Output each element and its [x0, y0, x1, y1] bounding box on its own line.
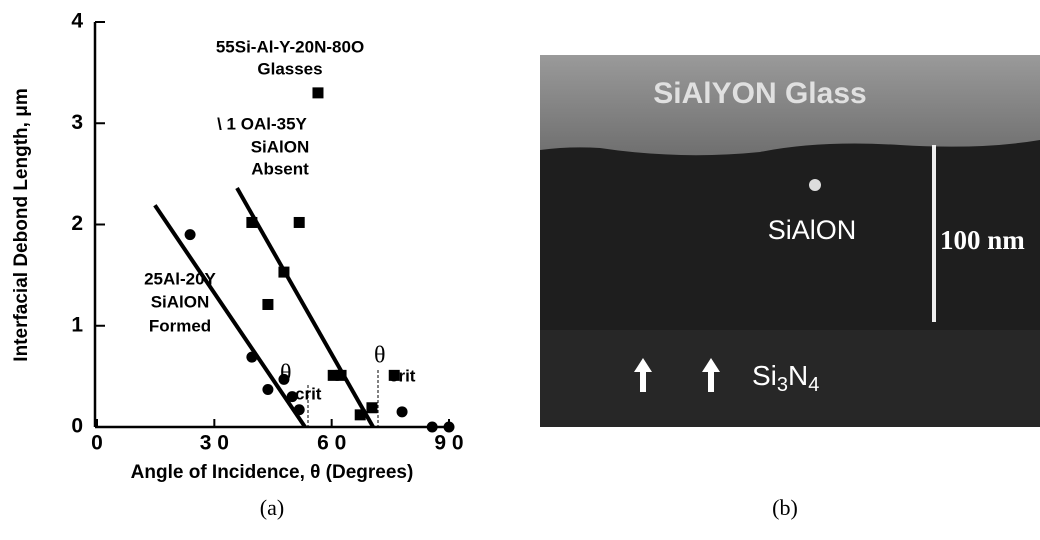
x-tick-label: 3 0: [200, 432, 229, 455]
annotation: Absent: [251, 159, 309, 178]
sialon-label: SiAlON: [768, 215, 857, 245]
annotation: 25Al-20Y: [144, 269, 216, 288]
circle-point: [427, 422, 438, 433]
circle-point: [185, 229, 196, 240]
square-point: [336, 370, 347, 381]
y-axis-label: Interfacial Debond Length, μm: [11, 88, 32, 361]
x-axis-label: Angle of Incidence, θ (Degrees): [131, 462, 414, 483]
annotation: Glasses: [257, 59, 322, 78]
annotation: \ 1 OAl-35Y: [217, 114, 307, 133]
y-tick-label: 3: [71, 111, 83, 134]
theta-symbol: θ: [280, 361, 292, 387]
square-point: [262, 299, 273, 310]
label-subscript: 4: [808, 374, 819, 396]
caption: (b): [772, 495, 798, 520]
x-tick-label: 9 0: [434, 432, 463, 455]
micrograph: SiAlYON Glass SiAlON 100 nm Si3N4: [540, 55, 1040, 427]
x-tick-label: 0: [91, 432, 103, 455]
theta-subscript: crit: [389, 366, 416, 385]
annotation: SiAlON: [251, 137, 310, 156]
circle-point: [262, 384, 273, 395]
y-tick-label: 1: [71, 313, 83, 336]
theta-subscript: crit: [295, 384, 322, 403]
x-tick-label: 6 0: [317, 432, 346, 455]
square-point: [366, 402, 377, 413]
square-point: [312, 87, 323, 98]
y-tick-label: 4: [71, 10, 83, 33]
glass-label: SiAlYON Glass: [653, 77, 866, 110]
plot: Interfacial Debond Length, μm Angle of I…: [11, 10, 464, 521]
label-subscript: 3: [777, 374, 788, 396]
label-part: N: [788, 360, 808, 391]
annotation: 55Si-Al-Y-20N-80O: [216, 37, 364, 56]
label-part: Si: [752, 360, 777, 391]
circle-point: [397, 406, 408, 417]
square-point: [246, 217, 257, 228]
annotation: Formed: [149, 316, 211, 335]
theta-symbol: θ: [374, 343, 386, 369]
particle: [809, 179, 821, 191]
scale-label: 100 nm: [940, 225, 1025, 255]
square-point: [294, 217, 305, 228]
circle-point: [246, 352, 257, 363]
figure: Interfacial Debond Length, μm Angle of I…: [0, 0, 1040, 535]
circle-point: [294, 404, 305, 415]
y-tick-label: 2: [71, 212, 83, 235]
caption: (a): [260, 495, 284, 520]
circle-point: [444, 422, 455, 433]
y-tick-label: 0: [71, 415, 83, 438]
annotation: SiAlON: [151, 292, 210, 311]
square-point: [355, 409, 366, 420]
square-point: [278, 267, 289, 278]
